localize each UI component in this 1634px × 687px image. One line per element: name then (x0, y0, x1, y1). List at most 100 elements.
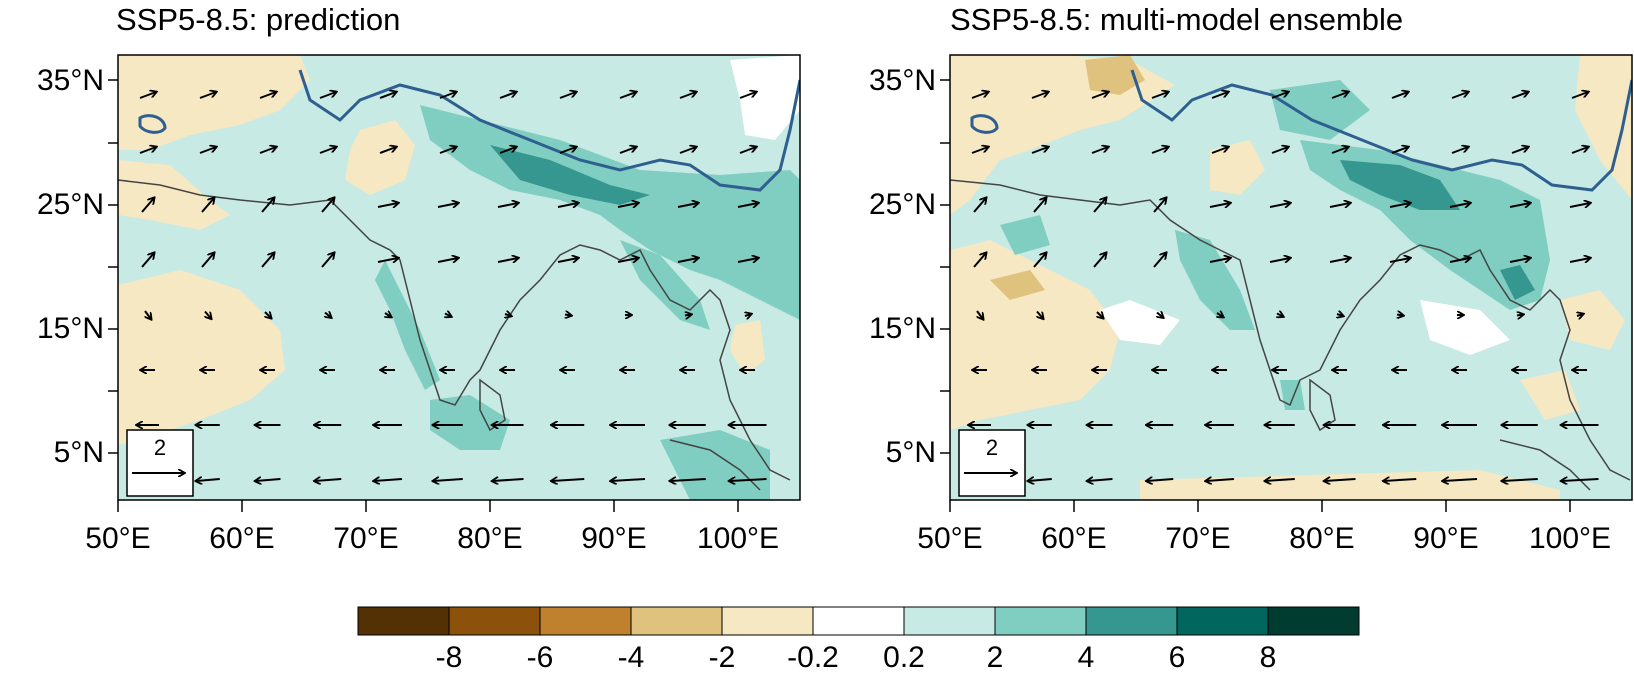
wetting-region (1175, 230, 1255, 330)
drying-region (118, 270, 285, 445)
wind-vector (1153, 253, 1166, 268)
wind-vector (739, 147, 756, 154)
wind-vector (144, 310, 151, 319)
wind-vector (141, 198, 154, 213)
wind-vector (493, 479, 524, 481)
colorbar-swatch (539, 606, 632, 636)
wind-vector (379, 147, 396, 154)
wind-vectors-prediction (137, 92, 767, 481)
wind-vector (1443, 479, 1478, 481)
wind-vector (737, 258, 758, 262)
wind-vector (499, 92, 516, 99)
wind-vector (679, 92, 696, 99)
wind-vectors-ensemble (969, 92, 1599, 481)
drying-region (345, 120, 415, 195)
wind-vector (1509, 203, 1530, 207)
wind-vector (1329, 258, 1350, 262)
wind-vector (139, 92, 156, 99)
lat-tick-label: 5°N (54, 436, 104, 469)
panel-title-prediction: SSP5-8.5: prediction (116, 2, 401, 37)
axes-prediction: 50°E 60°E 70°E 80°E 90°E 100°E 35°N 25°N 15°N 5°N (37, 64, 779, 555)
wind-vector (259, 147, 276, 154)
lat-tick-label: 5°N (886, 436, 936, 469)
map-frame (949, 54, 1633, 501)
lon-tick-label: 100°E (1529, 522, 1611, 555)
colorbar-swatch (448, 606, 541, 636)
lon-tick-label: 50°E (917, 522, 982, 555)
colorbar-label: 0.2 (883, 641, 925, 674)
wind-vector (1031, 147, 1048, 154)
drying-region (950, 240, 1120, 430)
colorbar-swatch (903, 606, 996, 636)
wind-vector (321, 198, 334, 213)
lon-tick-label: 70°E (1165, 522, 1230, 555)
wind-vector (1209, 258, 1230, 262)
lon-tick-label: 90°E (1413, 522, 1478, 555)
wind-vector (1151, 92, 1168, 99)
wind-vector (1325, 479, 1356, 481)
wind-vector (559, 92, 576, 99)
wind-vector (976, 310, 983, 319)
wind-vector (1331, 92, 1348, 99)
wind-vector (1389, 203, 1410, 207)
wind-vector (1217, 313, 1223, 317)
wind-vector (1449, 203, 1470, 207)
wind-vector (1271, 92, 1288, 99)
wind-vector (1389, 258, 1410, 262)
colorbar-label: 8 (1260, 641, 1277, 674)
wind-vector (1277, 314, 1283, 317)
wind-vector (261, 253, 274, 268)
wind-vector (1391, 147, 1408, 154)
wind-vector (497, 258, 518, 262)
wind-vector (439, 92, 456, 99)
wind-vector (1569, 258, 1590, 262)
reference-vector-label: 2 (154, 435, 166, 460)
colorbar-label: -8 (436, 641, 463, 674)
wetting-region-strong (1340, 160, 1460, 210)
wind-vector (497, 203, 518, 207)
wind-vector (1093, 253, 1106, 268)
wind-vector (737, 203, 758, 207)
wind-vector (379, 92, 396, 99)
wind-vector (374, 479, 403, 481)
lat-tick-label: 35°N (37, 64, 104, 97)
wind-vector (619, 147, 636, 154)
wetting-region (430, 395, 510, 450)
wind-vector (505, 314, 511, 316)
wind-vector (319, 147, 336, 154)
wind-vector (1097, 312, 1103, 318)
drying-region (1140, 470, 1560, 500)
lon-tick-label: 90°E (581, 522, 646, 555)
lat-tick-label: 15°N (37, 312, 104, 345)
wind-vector (1569, 203, 1590, 207)
wind-vector (677, 258, 698, 262)
colorbar-swatch (1176, 606, 1269, 636)
colorbar: -8 -6 -4 -2 -0.2 0.2 2 4 6 8 (357, 606, 1360, 674)
wind-vector (139, 147, 156, 154)
wind-vector (730, 479, 767, 481)
wind-vector (1206, 479, 1235, 481)
wind-vector (205, 310, 211, 319)
wind-vector (1211, 92, 1228, 99)
drying-region (730, 320, 765, 375)
colorbar-swatch (721, 606, 814, 636)
map-panel-prediction: 2 50°E 60°E 70°E 80°E 90°E 100°E35°N25°N15°N5… (37, 54, 801, 555)
lon-tick-label: 70°E (333, 522, 398, 555)
wind-vector (1397, 315, 1403, 316)
wind-vector (1511, 147, 1528, 154)
wind-vector (439, 147, 456, 154)
wind-vector (685, 315, 691, 316)
lon-tick-label: 50°E (85, 522, 150, 555)
wind-vector (1151, 147, 1168, 154)
wind-vector (1571, 92, 1588, 99)
wetting-region (375, 260, 440, 390)
colorbar-label: 6 (1169, 641, 1186, 674)
drying-region-moderate (990, 270, 1045, 300)
wind-vector (565, 315, 571, 316)
wind-vector (201, 253, 214, 268)
wind-vector (1269, 203, 1290, 207)
lat-tick-label: 35°N (869, 64, 936, 97)
colorbar-label: -2 (709, 641, 736, 674)
